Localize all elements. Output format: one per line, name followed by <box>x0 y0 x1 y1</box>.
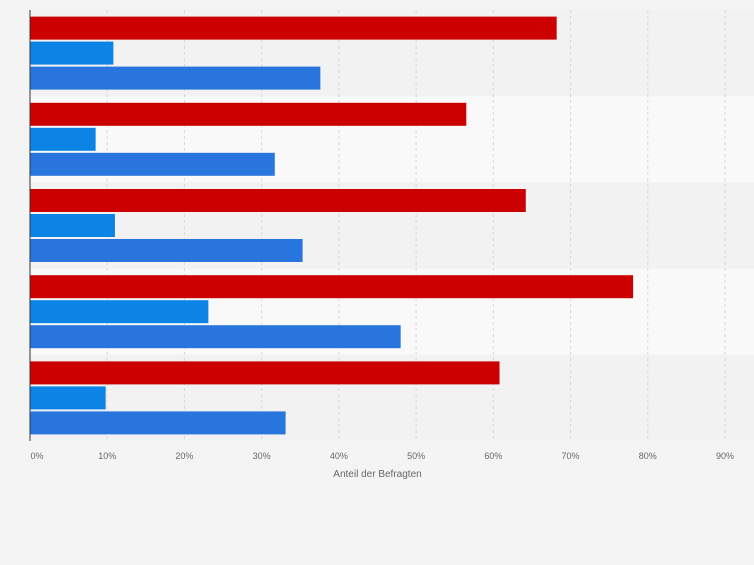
bar <box>30 300 209 324</box>
bar <box>30 214 115 237</box>
bar <box>30 275 634 299</box>
bar <box>30 41 114 65</box>
x-tick-label: 40% <box>330 451 348 461</box>
bar <box>30 386 106 410</box>
bar <box>30 325 401 349</box>
x-tick-label: 0% <box>30 451 43 461</box>
x-tick-label: 60% <box>484 451 502 461</box>
x-tick-label: 10% <box>98 451 116 461</box>
bar <box>30 102 467 126</box>
bar <box>30 152 275 176</box>
bar <box>30 16 557 40</box>
bar <box>30 239 303 262</box>
bar <box>30 361 500 385</box>
x-tick-label: 90% <box>716 451 734 461</box>
x-tick-label: 50% <box>407 451 425 461</box>
bars <box>30 16 634 435</box>
bar <box>30 411 286 435</box>
x-tick-label: 80% <box>639 451 657 461</box>
x-axis-title: Anteil der Befragten <box>333 469 421 480</box>
x-tick-label: 20% <box>175 451 193 461</box>
x-tick-label: 70% <box>562 451 580 461</box>
bar <box>30 189 526 212</box>
bar <box>30 127 96 151</box>
x-tick-label: 30% <box>253 451 271 461</box>
x-axis-ticks: 0% 10% 20% 30% 40% 50% 60% 70% 80% 90% <box>30 451 734 461</box>
bar <box>30 66 321 90</box>
